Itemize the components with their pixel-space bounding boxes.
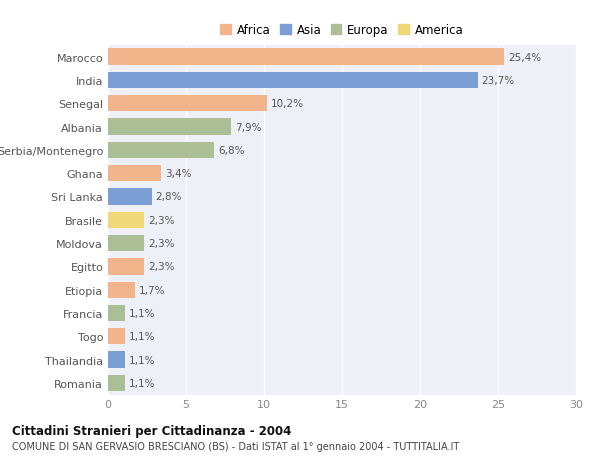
Bar — [108, 375, 125, 391]
Text: 6,8%: 6,8% — [218, 146, 244, 156]
Text: 1,1%: 1,1% — [129, 378, 155, 388]
Text: 3,4%: 3,4% — [165, 169, 191, 179]
Text: COMUNE DI SAN GERVASIO BRESCIANO (BS) - Dati ISTAT al 1° gennaio 2004 - TUTTITAL: COMUNE DI SAN GERVASIO BRESCIANO (BS) - … — [12, 441, 459, 451]
Text: 1,1%: 1,1% — [129, 331, 155, 341]
Bar — [108, 282, 134, 298]
Text: 23,7%: 23,7% — [482, 76, 515, 86]
Bar — [108, 50, 504, 66]
Bar — [108, 212, 144, 229]
Bar — [108, 189, 152, 205]
Bar — [108, 259, 144, 275]
Text: 1,7%: 1,7% — [139, 285, 165, 295]
Text: 2,3%: 2,3% — [148, 215, 174, 225]
Text: 2,3%: 2,3% — [148, 239, 174, 249]
Text: Cittadini Stranieri per Cittadinanza - 2004: Cittadini Stranieri per Cittadinanza - 2… — [12, 424, 292, 437]
Text: 10,2%: 10,2% — [271, 99, 304, 109]
Text: 2,8%: 2,8% — [155, 192, 182, 202]
Bar — [108, 96, 267, 112]
Text: 1,1%: 1,1% — [129, 355, 155, 365]
Legend: Africa, Asia, Europa, America: Africa, Asia, Europa, America — [217, 20, 467, 40]
Bar — [108, 352, 125, 368]
Bar — [108, 305, 125, 321]
Text: 2,3%: 2,3% — [148, 262, 174, 272]
Text: 25,4%: 25,4% — [508, 52, 541, 62]
Bar — [108, 73, 478, 89]
Bar — [108, 142, 214, 159]
Bar — [108, 119, 231, 135]
Bar — [108, 329, 125, 345]
Bar — [108, 166, 161, 182]
Bar — [108, 235, 144, 252]
Text: 1,1%: 1,1% — [129, 308, 155, 319]
Text: 7,9%: 7,9% — [235, 122, 262, 132]
